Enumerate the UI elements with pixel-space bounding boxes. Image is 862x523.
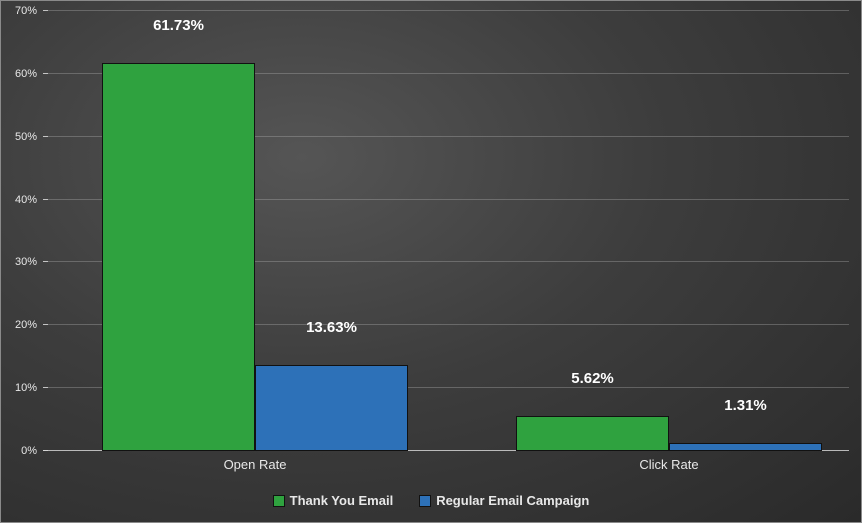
y-tick xyxy=(43,10,48,11)
legend: Thank You Email Regular Email Campaign xyxy=(1,493,861,508)
y-tick-label: 40% xyxy=(15,194,37,206)
bar-value-label: 1.31% xyxy=(724,397,767,420)
y-tick xyxy=(43,261,48,262)
bar-thank-you-click-rate xyxy=(516,416,669,451)
x-category-label: Open Rate xyxy=(224,457,287,472)
gridline xyxy=(43,10,849,11)
legend-item-thank-you: Thank You Email xyxy=(273,493,394,508)
legend-swatch xyxy=(273,495,285,507)
y-tick xyxy=(43,199,48,200)
y-tick-label: 30% xyxy=(15,256,37,268)
y-tick-label: 60% xyxy=(15,68,37,80)
y-tick xyxy=(43,387,48,388)
bar-regular-click-rate xyxy=(669,443,822,451)
bar-regular-open-rate xyxy=(255,365,408,451)
plot-area: 61.73% 13.63% 5.62% 1.31% xyxy=(43,11,849,451)
legend-swatch xyxy=(419,495,431,507)
y-tick xyxy=(43,73,48,74)
legend-label: Thank You Email xyxy=(290,493,394,508)
legend-label: Regular Email Campaign xyxy=(436,493,589,508)
y-tick xyxy=(43,136,48,137)
y-tick xyxy=(43,324,48,325)
y-tick-label: 20% xyxy=(15,319,37,331)
y-tick-label: 70% xyxy=(15,5,37,17)
y-tick-label: 10% xyxy=(15,382,37,394)
legend-item-regular: Regular Email Campaign xyxy=(419,493,589,508)
y-tick-label: 50% xyxy=(15,131,37,143)
x-category-label: Click Rate xyxy=(639,457,698,472)
bar-value-label: 13.63% xyxy=(306,319,357,342)
bar-thank-you-open-rate xyxy=(102,63,255,451)
bar-value-label: 61.73% xyxy=(153,17,204,40)
y-tick-label: 0% xyxy=(21,445,37,457)
bar-chart: 0% 10% 20% 30% 40% 50% 60% 70% 61.73% 13… xyxy=(0,0,862,523)
bar-value-label: 5.62% xyxy=(571,370,614,393)
